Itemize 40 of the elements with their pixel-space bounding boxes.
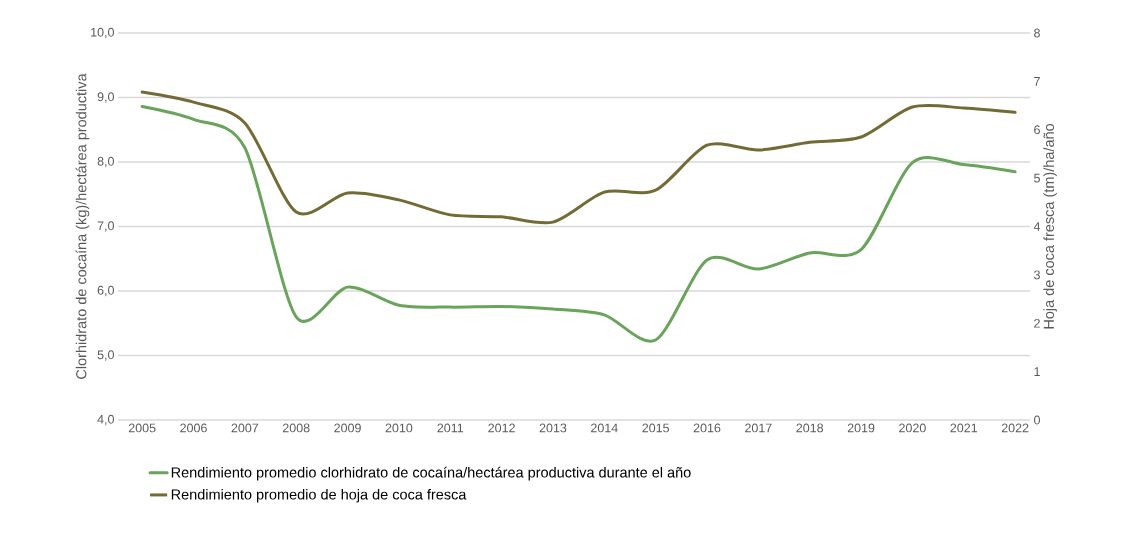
x-tick-label: 2011 bbox=[437, 423, 464, 433]
y2-axis-title: Hoja de coca fresca (tm)/ha/año bbox=[1043, 123, 1057, 329]
x-tick-label: 2017 bbox=[745, 423, 772, 433]
x-tick-label: 2007 bbox=[231, 423, 259, 433]
x-tick-label: 2019 bbox=[847, 423, 875, 433]
legend-label: Rendimiento promedio clorhidrato de cocaína/hectárea productiva durante el año bbox=[171, 466, 691, 481]
x-tick-label: 2014 bbox=[591, 423, 618, 433]
y2-tick-label: 7 bbox=[1034, 77, 1040, 86]
y-tick-label: 9,0 bbox=[97, 92, 114, 103]
y2-tick-label: 0 bbox=[1034, 415, 1040, 425]
y-tick-label: 4,0 bbox=[97, 414, 114, 426]
y2-tick-label: 8 bbox=[1034, 28, 1040, 38]
line-series bbox=[140, 105, 1017, 343]
line-series bbox=[140, 90, 1017, 225]
y-axis-title: Clorhidrato de cocaína (kg)/hectárea productiva bbox=[75, 73, 90, 379]
y2-tick-label: 2 bbox=[1034, 318, 1040, 328]
y-tick-label: 7,0 bbox=[97, 221, 114, 232]
y-tick-label: 8,0 bbox=[97, 156, 114, 168]
x-tick-label: 2016 bbox=[693, 423, 721, 433]
x-tick-label: 2009 bbox=[334, 423, 361, 433]
x-tick-label: 2010 bbox=[385, 423, 413, 433]
legend-label: Rendimiento promedio de hoja de coca fresca bbox=[171, 488, 467, 503]
y-tick-label: 5,0 bbox=[97, 350, 114, 361]
y2-tick-label: 3 bbox=[1034, 270, 1040, 280]
y-tick-label: 6,0 bbox=[97, 285, 114, 297]
x-tick-label: 2020 bbox=[899, 423, 926, 433]
x-tick-label: 2018 bbox=[796, 423, 824, 433]
x-tick-label: 2012 bbox=[488, 423, 515, 433]
y2-tick-label: 1 bbox=[1034, 367, 1040, 376]
x-tick-label: 2021 bbox=[950, 423, 978, 433]
y2-tick-label: 5 bbox=[1034, 173, 1040, 183]
x-tick-label: 2013 bbox=[539, 423, 567, 433]
x-tick-label: 2006 bbox=[180, 423, 207, 433]
y-tick-label: 10,0 bbox=[91, 27, 114, 39]
x-tick-label: 2008 bbox=[282, 423, 310, 433]
y2-tick-label: 4 bbox=[1033, 222, 1041, 231]
x-tick-label: 2015 bbox=[642, 423, 670, 433]
x-tick-label: 2022 bbox=[1001, 423, 1029, 433]
y2-tick-label: 6 bbox=[1034, 125, 1040, 135]
x-tick-label: 2005 bbox=[128, 423, 156, 433]
